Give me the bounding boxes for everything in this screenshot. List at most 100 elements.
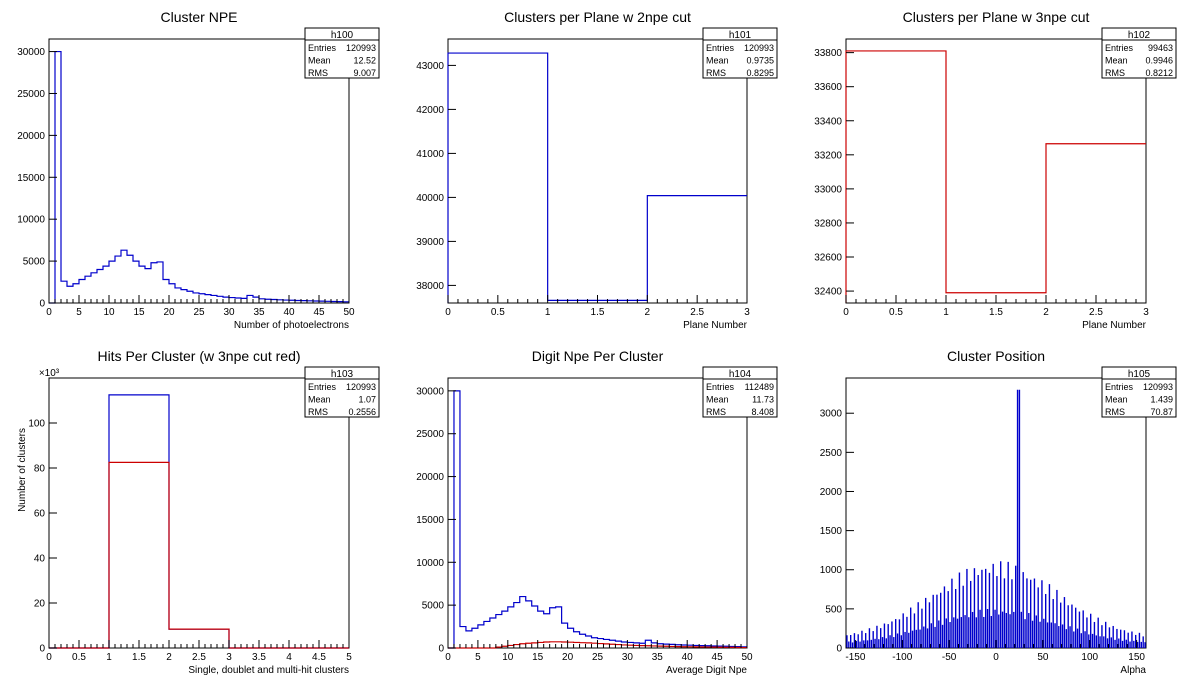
chart-4: Hits Per Cluster (w 3npe cut red) 0 0.5 1 1.… [17,348,380,676]
x-tick-label: 0 [993,652,999,663]
y-tick-label: 33200 [814,150,842,161]
x-axis-label: Number of photoelectrons [234,320,349,331]
x-tick-label: 15 [532,652,544,663]
stats-box: h104 Entries 112489 Mean 11.73 RMS 8.408 [702,366,778,418]
stats-key: Entries [706,382,735,392]
x-tick-label: 5 [76,307,82,318]
stats-value: 0.2556 [348,407,376,417]
y-tick-label: 32600 [814,253,842,264]
x-tick-label: 1 [545,307,551,318]
x-tick-label: 4 [286,652,292,663]
x-tick-label: 1.5 [989,307,1003,318]
chart-title: Clusters per Plane w 3npe cut [903,9,1090,25]
x-tick-label: 20 [163,307,175,318]
stats-value: 120993 [744,43,774,53]
y-tick-label: 42000 [416,105,444,116]
stats-value: 1.439 [1150,395,1173,405]
stats-name: h100 [331,30,354,41]
y-tick-label: 10000 [416,558,444,569]
stats-key: Mean [308,395,331,405]
y-tick-label: 0 [836,644,842,655]
y-axis: 0 500 1000 1500 2000 2500 3000 [820,409,854,655]
y-tick-label: 2500 [820,448,843,459]
stats-value: 99463 [1148,43,1173,53]
x-axis: -150 -100 -50 0 50 100 150 [845,640,1145,663]
plot-frame [845,377,1147,649]
y-tick-label: 30000 [416,386,444,397]
stats-key: Mean [308,56,331,66]
y-tick-label: 20000 [416,472,444,483]
y-tick-label: 30000 [17,47,45,58]
stats-value: 12.52 [353,56,376,66]
y-axis: 32400 32600 32800 33000 33200 33400 33600 33800 [814,48,854,298]
stats-value: 112489 [745,382,774,392]
stats-box: h100 Entries 120993 Mean 12.52 RMS 9.007 [304,27,380,79]
y-tick-label: 32400 [814,287,842,298]
stats-key: Entries [308,382,337,392]
chart-2: Clusters per Plane w 2npe cut 0 0.5 1 1.5 2 2.… [416,9,778,331]
x-tick-label: 1.5 [132,652,146,663]
chart-title: Hits Per Cluster (w 3npe cut red) [97,348,300,364]
stats-value: 8.408 [751,407,774,417]
x-tick-label: 0 [46,652,52,663]
x-tick-label: -150 [845,652,865,663]
stats-box: h101 Entries 120993 Mean 0.9735 RMS 0.8295 [702,27,778,79]
x-tick-label: 25 [193,307,205,318]
stats-key: RMS [1105,407,1125,417]
y-tick-label: 15000 [416,515,444,526]
x-tick-label: 100 [1081,652,1098,663]
x-tick-label: 2.5 [192,652,206,663]
y-tick-label: 100 [28,419,45,430]
chart-title: Cluster Position [947,348,1045,364]
x-tick-label: 3 [744,307,750,318]
stats-key: Mean [706,395,729,405]
x-tick-label: 2 [1043,307,1049,318]
y-axis: 0 5000 10000 15000 20000 25000 30000 [17,47,57,310]
stats-value: 0.8212 [1145,68,1173,78]
x-tick-label: 1 [106,652,112,663]
x-tick-label: 1 [943,307,949,318]
y-tick-label: 39000 [416,237,444,248]
x-tick-label: 5 [346,652,352,663]
x-tick-label: 0 [843,307,849,318]
stats-frame [304,366,380,418]
x-axis: 0 0.5 1 1.5 2 2.5 3 [843,295,1149,318]
x-tick-label: -50 [942,652,957,663]
x-tick-label: 15 [133,307,145,318]
y-tick-label: 1000 [820,565,843,576]
chart-6: Cluster Position-150 -100 -50 0 50 100 1500500… [820,348,1177,676]
x-tick-label: 45 [712,652,724,663]
x-tick-label: 10 [502,652,514,663]
x-axis: 0 5 10 15 20 25 30 35 40 45 50 [445,640,753,663]
stats-name: h103 [331,369,354,380]
stats-key: Entries [308,43,337,53]
plot-frame [48,38,350,304]
series-1 [846,389,1146,648]
x-tick-label: 0 [445,652,451,663]
stats-box: h103 Entries 120993 Mean 1.07 RMS 0.2556 [304,366,380,418]
stats-key: Entries [1105,382,1134,392]
y-tick-label: 33600 [814,82,842,93]
histogram-line [447,52,747,303]
series-1 [845,50,1146,303]
series-1 [448,390,747,649]
x-axis-label: Alpha [1120,665,1146,676]
y-tick-label: 25000 [416,429,444,440]
x-tick-label: 1.5 [591,307,605,318]
x-tick-label: 3 [1143,307,1149,318]
x-tick-label: 0.5 [491,307,505,318]
stats-value: 0.9735 [746,56,774,66]
stats-name: h102 [1128,30,1151,41]
stats-value: 1.07 [358,395,376,405]
x-axis-label: Average Digit Npe [666,665,747,676]
x-tick-label: 5 [475,652,481,663]
y-tick-label: 5000 [23,257,46,268]
x-tick-label: 2.5 [690,307,704,318]
stats-key: RMS [308,407,328,417]
series-1 [49,50,349,304]
x-tick-label: 35 [253,307,265,318]
histogram-line [49,394,349,649]
y-tick-label: 60 [34,509,46,520]
stats-value: 70.87 [1150,407,1173,417]
